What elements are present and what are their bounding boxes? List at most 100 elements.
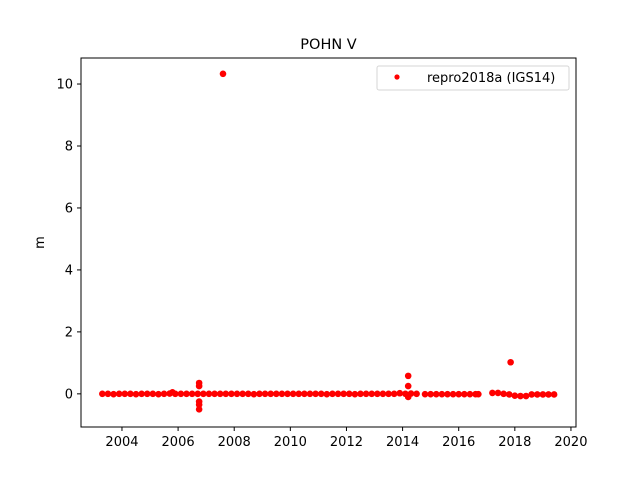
data-point (413, 390, 420, 398)
data-point (250, 390, 258, 398)
data-point (517, 392, 524, 400)
x-tick-label: 2020 (554, 435, 587, 450)
data-point (195, 401, 203, 408)
data-point (533, 391, 541, 398)
data-point (183, 390, 190, 398)
data-point (385, 390, 392, 398)
y-tick-label: 0 (65, 387, 73, 402)
data-point (351, 390, 359, 398)
data-point (329, 390, 336, 398)
data-point (404, 382, 412, 390)
legend: repro2018a (IGS14) (376, 65, 570, 91)
data-point (138, 390, 145, 398)
data-point (127, 390, 134, 398)
data-point (239, 390, 246, 398)
data-point (211, 390, 218, 398)
data-point (261, 390, 269, 398)
data-point (368, 390, 376, 398)
data-point (528, 391, 535, 398)
y-axis-label: m (33, 236, 48, 249)
data-point (345, 390, 353, 398)
data-point (522, 392, 530, 400)
data-point (244, 390, 252, 398)
data-point (194, 390, 202, 398)
x-tick-label: 2004 (105, 435, 138, 450)
data-point (289, 390, 297, 398)
y-axis-ticks: 0 2 4 6 8 10 (56, 78, 81, 402)
data-point (323, 390, 331, 398)
data-point (466, 390, 474, 398)
data-point (374, 390, 381, 398)
data-point (407, 390, 415, 397)
data-point (396, 389, 404, 397)
data-point (494, 389, 502, 397)
data-point (273, 390, 280, 398)
data-point (550, 391, 558, 398)
data-point (500, 390, 507, 398)
legend-marker (394, 74, 400, 80)
data-point (438, 390, 446, 398)
data-point (200, 390, 207, 398)
data-point (432, 390, 440, 398)
data-point (317, 390, 325, 398)
data-points (99, 70, 558, 413)
data-point (475, 390, 482, 398)
data-point (104, 390, 112, 398)
data-point (188, 390, 196, 398)
y-tick-label: 10 (56, 78, 73, 93)
data-point (195, 382, 203, 390)
y-tick-label: 4 (65, 263, 73, 278)
data-point (256, 390, 263, 398)
data-point (267, 390, 274, 398)
data-point (278, 390, 286, 398)
x-tick-label: 2010 (274, 435, 307, 450)
data-point (115, 390, 123, 398)
data-point (427, 390, 434, 398)
x-tick-label: 2008 (218, 435, 251, 450)
chart-title: POHN V (300, 37, 357, 53)
x-tick-label: 2014 (386, 435, 419, 450)
data-point (449, 390, 457, 398)
data-point (362, 390, 370, 398)
legend-box (376, 65, 570, 91)
data-point (455, 390, 463, 398)
data-point (195, 406, 203, 413)
x-tick-label: 2018 (498, 435, 531, 450)
data-point (222, 390, 230, 398)
data-point (539, 391, 547, 398)
data-point (121, 390, 129, 398)
x-tick-label: 2016 (442, 435, 475, 450)
data-point (306, 390, 314, 398)
data-point (160, 390, 168, 398)
data-point (301, 390, 308, 398)
data-point (284, 390, 291, 398)
data-point (511, 392, 519, 400)
data-point (507, 358, 514, 366)
data-point (489, 389, 496, 397)
data-point (404, 372, 412, 380)
data-point (205, 390, 213, 398)
x-tick-label: 2012 (330, 435, 363, 450)
data-point (379, 390, 387, 398)
y-tick-label: 8 (65, 139, 73, 154)
data-point (444, 390, 451, 398)
data-point (545, 391, 552, 398)
data-point (132, 390, 140, 398)
data-point (149, 390, 157, 398)
data-point (233, 390, 241, 398)
data-point (155, 390, 162, 398)
data-point (177, 390, 185, 398)
data-point (357, 390, 364, 398)
data-point (171, 390, 179, 398)
data-point (390, 390, 398, 398)
data-point (334, 390, 342, 398)
y-tick-label: 6 (65, 201, 73, 216)
data-point (110, 390, 117, 398)
x-axis-ticks: 2004 2006 2008 2010 2012 2014 2016 2018 2020 (105, 427, 587, 450)
data-point (312, 390, 319, 398)
data-point (216, 390, 224, 398)
data-point (228, 390, 235, 398)
data-point (99, 390, 106, 398)
data-point (461, 390, 468, 398)
